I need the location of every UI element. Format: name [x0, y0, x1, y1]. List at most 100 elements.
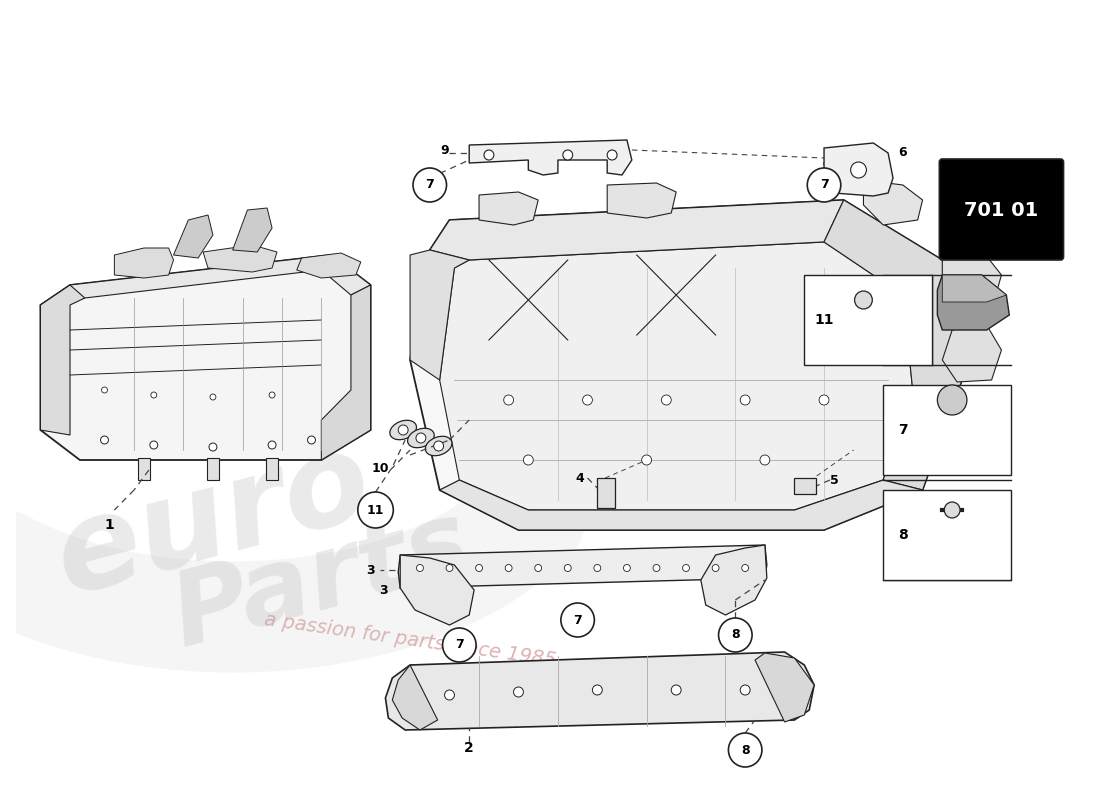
Circle shape: [937, 385, 967, 415]
Circle shape: [398, 425, 408, 435]
Bar: [138, 458, 150, 480]
Bar: [794, 478, 816, 494]
Text: euro: euro: [42, 420, 384, 620]
Bar: [266, 458, 278, 480]
Polygon shape: [943, 325, 1001, 382]
Text: Parts: Parts: [162, 492, 481, 668]
Circle shape: [446, 565, 453, 571]
Circle shape: [412, 168, 447, 202]
Polygon shape: [321, 285, 371, 460]
Circle shape: [807, 168, 840, 202]
Text: 5: 5: [829, 474, 838, 486]
Polygon shape: [232, 208, 272, 252]
Text: 11: 11: [366, 503, 384, 517]
FancyBboxPatch shape: [883, 490, 1011, 580]
Polygon shape: [41, 255, 371, 310]
Text: 9: 9: [440, 143, 449, 157]
Circle shape: [210, 394, 216, 400]
Text: 3: 3: [379, 583, 388, 597]
Circle shape: [514, 687, 524, 697]
FancyBboxPatch shape: [804, 275, 933, 365]
Polygon shape: [430, 200, 844, 260]
Circle shape: [718, 618, 752, 652]
Ellipse shape: [389, 420, 417, 440]
Circle shape: [653, 565, 660, 571]
Circle shape: [594, 565, 601, 571]
Polygon shape: [393, 665, 438, 730]
Circle shape: [433, 441, 443, 451]
Circle shape: [728, 733, 762, 767]
Circle shape: [855, 291, 872, 309]
Circle shape: [268, 441, 276, 449]
Text: 8: 8: [741, 743, 749, 757]
Polygon shape: [400, 555, 474, 625]
Circle shape: [593, 685, 603, 695]
Polygon shape: [470, 140, 631, 175]
Circle shape: [683, 565, 690, 571]
Polygon shape: [114, 248, 174, 278]
Polygon shape: [824, 143, 893, 196]
Text: 8: 8: [732, 629, 739, 642]
Circle shape: [661, 395, 671, 405]
Circle shape: [535, 565, 541, 571]
Polygon shape: [824, 200, 962, 490]
Circle shape: [101, 387, 108, 393]
Circle shape: [740, 395, 750, 405]
Circle shape: [712, 565, 719, 571]
Text: 2: 2: [464, 741, 474, 755]
Polygon shape: [440, 242, 913, 510]
Circle shape: [475, 565, 483, 571]
Polygon shape: [385, 652, 814, 730]
Circle shape: [524, 455, 534, 465]
Circle shape: [150, 441, 157, 449]
Circle shape: [270, 392, 275, 398]
Polygon shape: [410, 200, 962, 530]
Circle shape: [760, 455, 770, 465]
Polygon shape: [297, 253, 361, 278]
Polygon shape: [607, 183, 676, 218]
Circle shape: [416, 433, 426, 443]
Polygon shape: [864, 180, 923, 225]
Circle shape: [505, 565, 513, 571]
Circle shape: [417, 565, 424, 571]
Polygon shape: [943, 275, 1006, 302]
Circle shape: [820, 395, 829, 405]
Polygon shape: [440, 480, 923, 530]
Circle shape: [583, 395, 593, 405]
Polygon shape: [41, 285, 85, 435]
Circle shape: [563, 150, 573, 160]
Ellipse shape: [426, 436, 452, 456]
Circle shape: [442, 628, 476, 662]
Text: 1: 1: [104, 518, 114, 532]
Text: 6: 6: [899, 146, 907, 159]
Text: a passion for parts since 1985: a passion for parts since 1985: [263, 610, 558, 670]
Circle shape: [624, 565, 630, 571]
Polygon shape: [398, 545, 767, 588]
Text: 4: 4: [575, 471, 584, 485]
Circle shape: [444, 690, 454, 700]
Ellipse shape: [408, 428, 435, 448]
Text: 7: 7: [898, 423, 907, 437]
Polygon shape: [480, 192, 538, 225]
Polygon shape: [943, 250, 1001, 315]
FancyBboxPatch shape: [883, 385, 1011, 475]
Polygon shape: [937, 275, 1010, 330]
Text: 10: 10: [372, 462, 389, 474]
Circle shape: [741, 565, 749, 571]
Text: 701 01: 701 01: [965, 201, 1038, 219]
Circle shape: [561, 603, 594, 637]
Circle shape: [358, 492, 394, 528]
Bar: [207, 458, 219, 480]
Polygon shape: [701, 545, 767, 615]
FancyBboxPatch shape: [939, 159, 1064, 260]
Polygon shape: [410, 250, 470, 380]
Circle shape: [564, 565, 571, 571]
Circle shape: [671, 685, 681, 695]
Circle shape: [151, 392, 157, 398]
Polygon shape: [204, 245, 277, 272]
Circle shape: [641, 455, 651, 465]
Text: 3: 3: [366, 563, 375, 577]
Text: 7: 7: [426, 178, 434, 191]
Polygon shape: [755, 653, 814, 722]
Circle shape: [607, 150, 617, 160]
